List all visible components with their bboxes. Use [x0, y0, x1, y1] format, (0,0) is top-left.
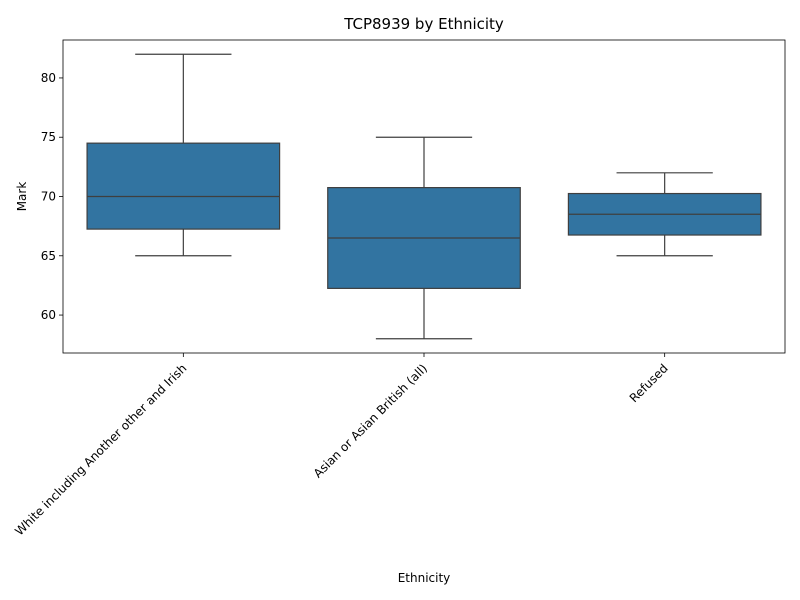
chart-title: TCP8939 by Ethnicity — [343, 15, 504, 33]
x-axis-label: Ethnicity — [398, 571, 451, 585]
x-tick-label: Asian or Asian British (all) — [311, 361, 430, 480]
x-axis: White including Another other and Irish A… — [12, 353, 671, 538]
plot-area — [86, 53, 762, 340]
y-tick-label: 80 — [41, 71, 56, 85]
y-axis: 60 65 70 75 80 — [41, 71, 63, 322]
x-tick-label: White including Another other and Irish — [12, 361, 189, 538]
y-axis-label: Mark — [15, 182, 29, 212]
y-tick-label: 60 — [41, 308, 56, 322]
box-iqr — [86, 142, 281, 230]
box-group — [86, 53, 281, 257]
y-tick-label: 70 — [41, 190, 56, 204]
y-tick-label: 65 — [41, 249, 56, 263]
y-tick-label: 75 — [41, 130, 56, 144]
box-group — [327, 136, 521, 340]
box-group — [567, 172, 762, 257]
x-tick-label: Refused — [627, 361, 671, 405]
